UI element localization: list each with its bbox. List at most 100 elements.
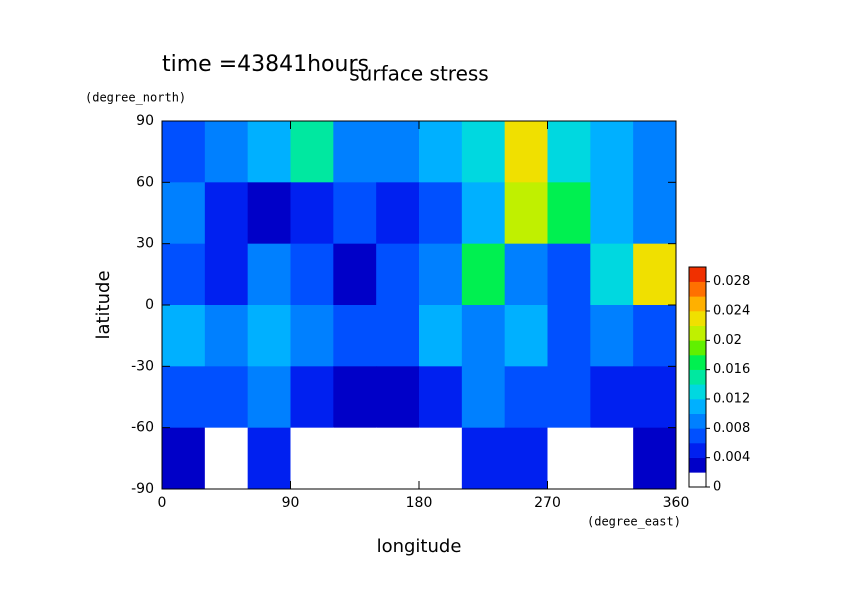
field-cell xyxy=(247,182,291,245)
field-cell xyxy=(547,305,591,367)
colorbar-swatch xyxy=(689,340,706,356)
field-cell xyxy=(590,243,634,306)
x-tick-label: 360 xyxy=(663,495,690,511)
y-tick-label: 60 xyxy=(136,174,154,190)
colorbar-tick-label: 0.008 xyxy=(713,421,750,436)
colorbar-swatch xyxy=(689,443,706,458)
field-cell xyxy=(547,427,591,490)
field-cell xyxy=(461,182,506,245)
field-cell xyxy=(504,121,548,183)
field-cell xyxy=(461,121,506,183)
field-cell xyxy=(162,121,206,183)
field-cell xyxy=(419,182,463,245)
field-cell xyxy=(504,182,548,245)
field-cell xyxy=(376,427,420,490)
y-tick-label: 90 xyxy=(136,113,154,129)
y-axis-label: latitude xyxy=(93,270,114,339)
field-cell xyxy=(504,305,548,367)
field-cell xyxy=(633,121,677,183)
field-cell xyxy=(633,305,677,367)
field-cell xyxy=(590,366,634,429)
field-cell xyxy=(290,182,334,245)
y-tick-label: 0 xyxy=(145,297,154,313)
y-tick-label: 30 xyxy=(136,236,154,252)
field-cell xyxy=(290,243,334,306)
colorbar-swatch xyxy=(689,457,706,473)
field-cell xyxy=(461,305,506,367)
field-cell xyxy=(333,305,377,367)
x-axis-label: longitude xyxy=(377,536,462,557)
colorbar-swatch xyxy=(689,428,706,444)
colorbar-swatch xyxy=(689,267,706,282)
colorbar-swatch xyxy=(689,325,706,341)
colorbar-swatch xyxy=(689,296,706,312)
field-cell xyxy=(333,121,377,183)
field-cell xyxy=(590,121,634,183)
field-cell xyxy=(461,243,506,306)
field-cell xyxy=(376,305,420,367)
colorbar-swatch xyxy=(689,413,706,429)
colorbar-tick-label: 0.004 xyxy=(713,450,750,465)
x-tick-label: 90 xyxy=(282,495,300,511)
field-cell xyxy=(461,427,506,490)
field-cell xyxy=(247,305,291,367)
x-tick-label: 270 xyxy=(534,495,561,511)
x-tick-label: 180 xyxy=(406,495,433,511)
y-tick-label: -60 xyxy=(131,420,154,436)
field-cell xyxy=(633,182,677,245)
field-cell xyxy=(547,182,591,245)
field-cell xyxy=(333,182,377,245)
field-cell xyxy=(633,427,677,490)
field-cell xyxy=(333,243,377,306)
field-cell xyxy=(247,366,291,429)
colorbar-swatch xyxy=(689,355,706,370)
field-cell xyxy=(247,427,291,490)
field-cell xyxy=(290,427,334,490)
field-cell xyxy=(162,305,206,367)
colorbar-tick-label: 0.012 xyxy=(713,392,750,407)
field-cell xyxy=(290,366,334,429)
field-cell xyxy=(247,243,291,306)
field-cell xyxy=(204,427,249,490)
field-cell xyxy=(633,366,677,429)
field-cell xyxy=(333,427,377,490)
colorbar-tick-label: 0.028 xyxy=(713,274,750,289)
colorbar-tick-label: 0.016 xyxy=(713,362,750,377)
field-cell xyxy=(590,427,634,490)
field-cell xyxy=(204,182,249,245)
y-tick-label: -30 xyxy=(131,358,154,374)
field-cell xyxy=(590,305,634,367)
field-cell xyxy=(547,121,591,183)
field-cell xyxy=(590,182,634,245)
field-cell xyxy=(547,366,591,429)
colorbar-swatch xyxy=(689,384,706,400)
colorbar-tick-label: 0.02 xyxy=(713,333,742,348)
field-cell xyxy=(419,366,463,429)
y-unit: (degree_north) xyxy=(85,91,186,105)
field-cell xyxy=(376,366,420,429)
colorbar-tick-label: 0.024 xyxy=(713,304,750,319)
field-cell xyxy=(204,366,249,429)
field-cell xyxy=(290,121,334,183)
field-cell xyxy=(419,427,463,490)
field-cell xyxy=(376,182,420,245)
field-cell xyxy=(419,243,463,306)
field-cell xyxy=(419,305,463,367)
field-cell xyxy=(376,121,420,183)
x-unit: (degree_east) xyxy=(587,515,681,529)
x-tick-label: 0 xyxy=(158,495,167,511)
field-cell xyxy=(504,366,548,429)
field-cell xyxy=(461,366,506,429)
colorbar-swatch xyxy=(689,399,706,414)
field-cell xyxy=(204,305,249,367)
colorbar-swatch xyxy=(689,311,706,326)
chart-title: surface stress xyxy=(349,62,488,86)
chart-subtitle: time =43841hours xyxy=(162,52,369,77)
colorbar-tick-label: 0 xyxy=(713,480,721,495)
colorbar-swatch xyxy=(689,369,706,385)
field-cell xyxy=(162,182,206,245)
field-cell xyxy=(162,243,206,306)
field-cell xyxy=(204,243,249,306)
field-cell xyxy=(162,427,206,490)
